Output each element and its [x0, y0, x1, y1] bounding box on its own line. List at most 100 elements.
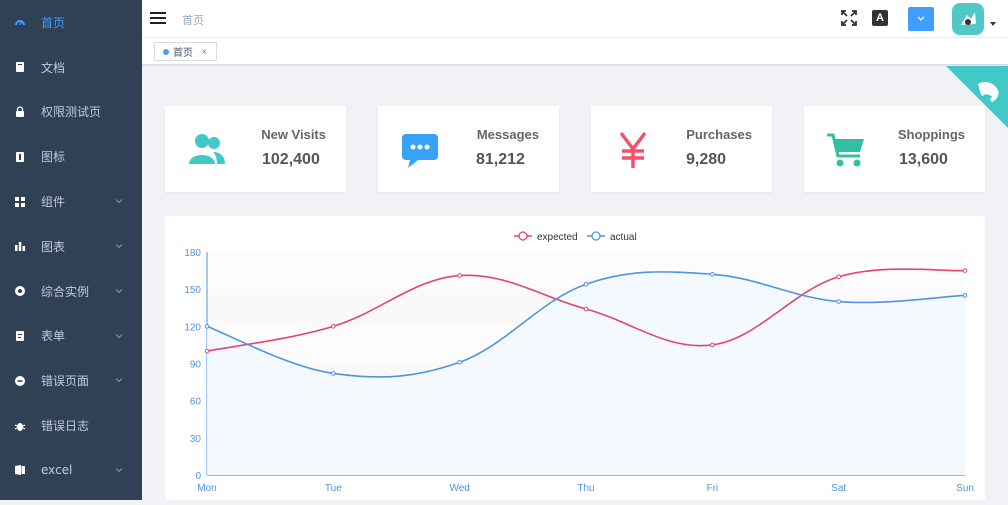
card-panel-number: 9,280: [686, 151, 727, 168]
sidebar-item-5[interactable]: 图表: [0, 224, 142, 269]
y-tick-label: 90: [190, 360, 202, 371]
y-tick-label: 60: [190, 397, 202, 408]
card-panel-purchases[interactable]: Purchases 9,280: [591, 106, 772, 192]
data-point: [331, 324, 336, 329]
y-tick-label: 180: [184, 248, 201, 259]
tag-active-dot-icon: [163, 48, 169, 55]
excel-icon: [14, 464, 26, 476]
chevron-down-icon: [115, 378, 123, 383]
lock-icon: [14, 106, 26, 118]
hamburger-icon[interactable]: [150, 11, 166, 25]
sidebar-item-label: 文档: [41, 60, 66, 75]
sidebar-item-label: 综合实例: [41, 284, 90, 299]
series-area-actual: [207, 271, 965, 475]
data-point: [204, 348, 210, 354]
sidebar-item-label: 权限测试页: [41, 105, 102, 120]
x-tick-label: Wed: [449, 483, 469, 494]
sidebar-item-9[interactable]: 错误日志: [0, 403, 142, 448]
message-icon: [400, 130, 440, 170]
chart-icon: [14, 240, 26, 252]
data-point: [457, 359, 462, 365]
example-icon: [14, 285, 26, 297]
sidebar-item-2[interactable]: 权限测试页: [0, 90, 142, 135]
card-panel-label: Shoppings: [897, 127, 965, 142]
sidebar-item-label: 组件: [41, 195, 66, 210]
sidebar-item-7[interactable]: 表单: [0, 314, 142, 359]
form-icon: [14, 330, 26, 342]
card-panel-label: Purchases: [686, 127, 752, 142]
breadcrumb: 首页: [182, 14, 204, 27]
chevron-down-icon: [917, 16, 925, 21]
data-point: [710, 272, 715, 277]
card-panel-number: 81,212: [476, 151, 525, 168]
fullscreen-icon[interactable]: [841, 10, 857, 26]
card-panel-shoppings[interactable]: Shoppings 13,600: [804, 106, 985, 192]
sidebar-item-3[interactable]: 图标: [0, 134, 142, 179]
x-tick-label: Sun: [956, 483, 974, 494]
documentation-icon: [14, 61, 26, 73]
tag-label: 首页: [173, 48, 193, 59]
x-tick-label: Tue: [325, 483, 342, 494]
dashboard-icon: [14, 16, 26, 28]
data-point: [204, 324, 210, 329]
chevron-down-icon: [115, 199, 123, 204]
line-chart: 0 30 60 90 120 150 180 Mon Tue Wed Thu Fri Sat Sun exp…: [184, 231, 974, 494]
chevron-down-icon: [115, 244, 123, 249]
sidebar-item-1[interactable]: 文档: [0, 45, 142, 90]
card-panel-messages[interactable]: Messages 81,212: [378, 106, 559, 192]
sidebar-item-label: 图表: [41, 239, 66, 254]
sidebar-item-label: excel: [41, 463, 73, 478]
x-tick-label: Fri: [706, 483, 718, 494]
legend-marker-actual: [591, 231, 601, 241]
card-panel-new-visits[interactable]: New Visits 102,400: [165, 106, 346, 192]
avatar-caret-icon[interactable]: [990, 22, 996, 26]
legend-label-actual: actual: [610, 232, 637, 243]
x-tick-label: Thu: [577, 483, 594, 494]
sidebar-item-8[interactable]: 错误页面: [0, 358, 142, 403]
sidebar-item-0[interactable]: 首页: [0, 0, 142, 45]
legend-marker-expected: [518, 231, 528, 241]
main-container: 首页 A 首页 × New Visi: [142, 0, 1008, 500]
github-corner-icon[interactable]: [946, 66, 1008, 128]
chevron-down-icon: [115, 288, 123, 293]
data-point: [710, 342, 715, 348]
card-panel-label: Messages: [476, 127, 539, 142]
data-point: [331, 371, 336, 376]
sidebar-item-4[interactable]: 组件: [0, 179, 142, 224]
data-point: [583, 306, 589, 312]
sidebar-item-label: 图标: [41, 150, 66, 165]
close-icon[interactable]: ×: [201, 47, 208, 56]
data-point: [457, 273, 462, 278]
sidebar-item-label: 表单: [41, 329, 66, 344]
sidebar-item-label: 首页: [41, 15, 66, 30]
component-icon: [14, 196, 26, 208]
card-panel-number: 13,600: [899, 151, 948, 168]
sidebar-item-6[interactable]: 综合实例: [0, 269, 142, 314]
size-select-button[interactable]: [908, 7, 934, 31]
data-point: [962, 293, 968, 298]
tag-home[interactable]: 首页 ×: [154, 42, 217, 61]
y-tick-label: 30: [190, 434, 202, 445]
tags-view: 首页 ×: [142, 38, 1008, 65]
card-panel-label: New Visits: [261, 127, 326, 142]
legend-label-expected: expected: [537, 232, 578, 243]
y-tick-label: 120: [184, 322, 201, 333]
data-point: [836, 274, 841, 280]
avatar-image-icon: [961, 12, 976, 25]
avatar[interactable]: [952, 3, 984, 35]
sidebar-item-10[interactable]: excel: [0, 448, 142, 493]
line-chart-panel: 0 30 60 90 120 150 180 Mon Tue Wed Thu Fri Sat Sun exp…: [165, 216, 985, 500]
language-icon-text: A: [876, 12, 884, 24]
data-point: [962, 268, 968, 273]
money-icon: [613, 130, 653, 170]
navbar: 首页 A: [142, 0, 1008, 38]
sidebar-menu: 首页文档权限测试页图标组件图表综合实例表单错误页面错误日志 excel: [0, 0, 142, 493]
y-tick-label: 150: [184, 285, 201, 296]
shopping-cart-icon: [826, 130, 866, 170]
language-icon[interactable]: A: [872, 10, 888, 26]
chevron-down-icon: [115, 333, 123, 338]
card-panel-number: 102,400: [262, 151, 320, 168]
x-tick-label: Mon: [197, 483, 216, 494]
sidebar-item-label: 错误日志: [41, 419, 90, 434]
error-icon: [14, 375, 26, 387]
